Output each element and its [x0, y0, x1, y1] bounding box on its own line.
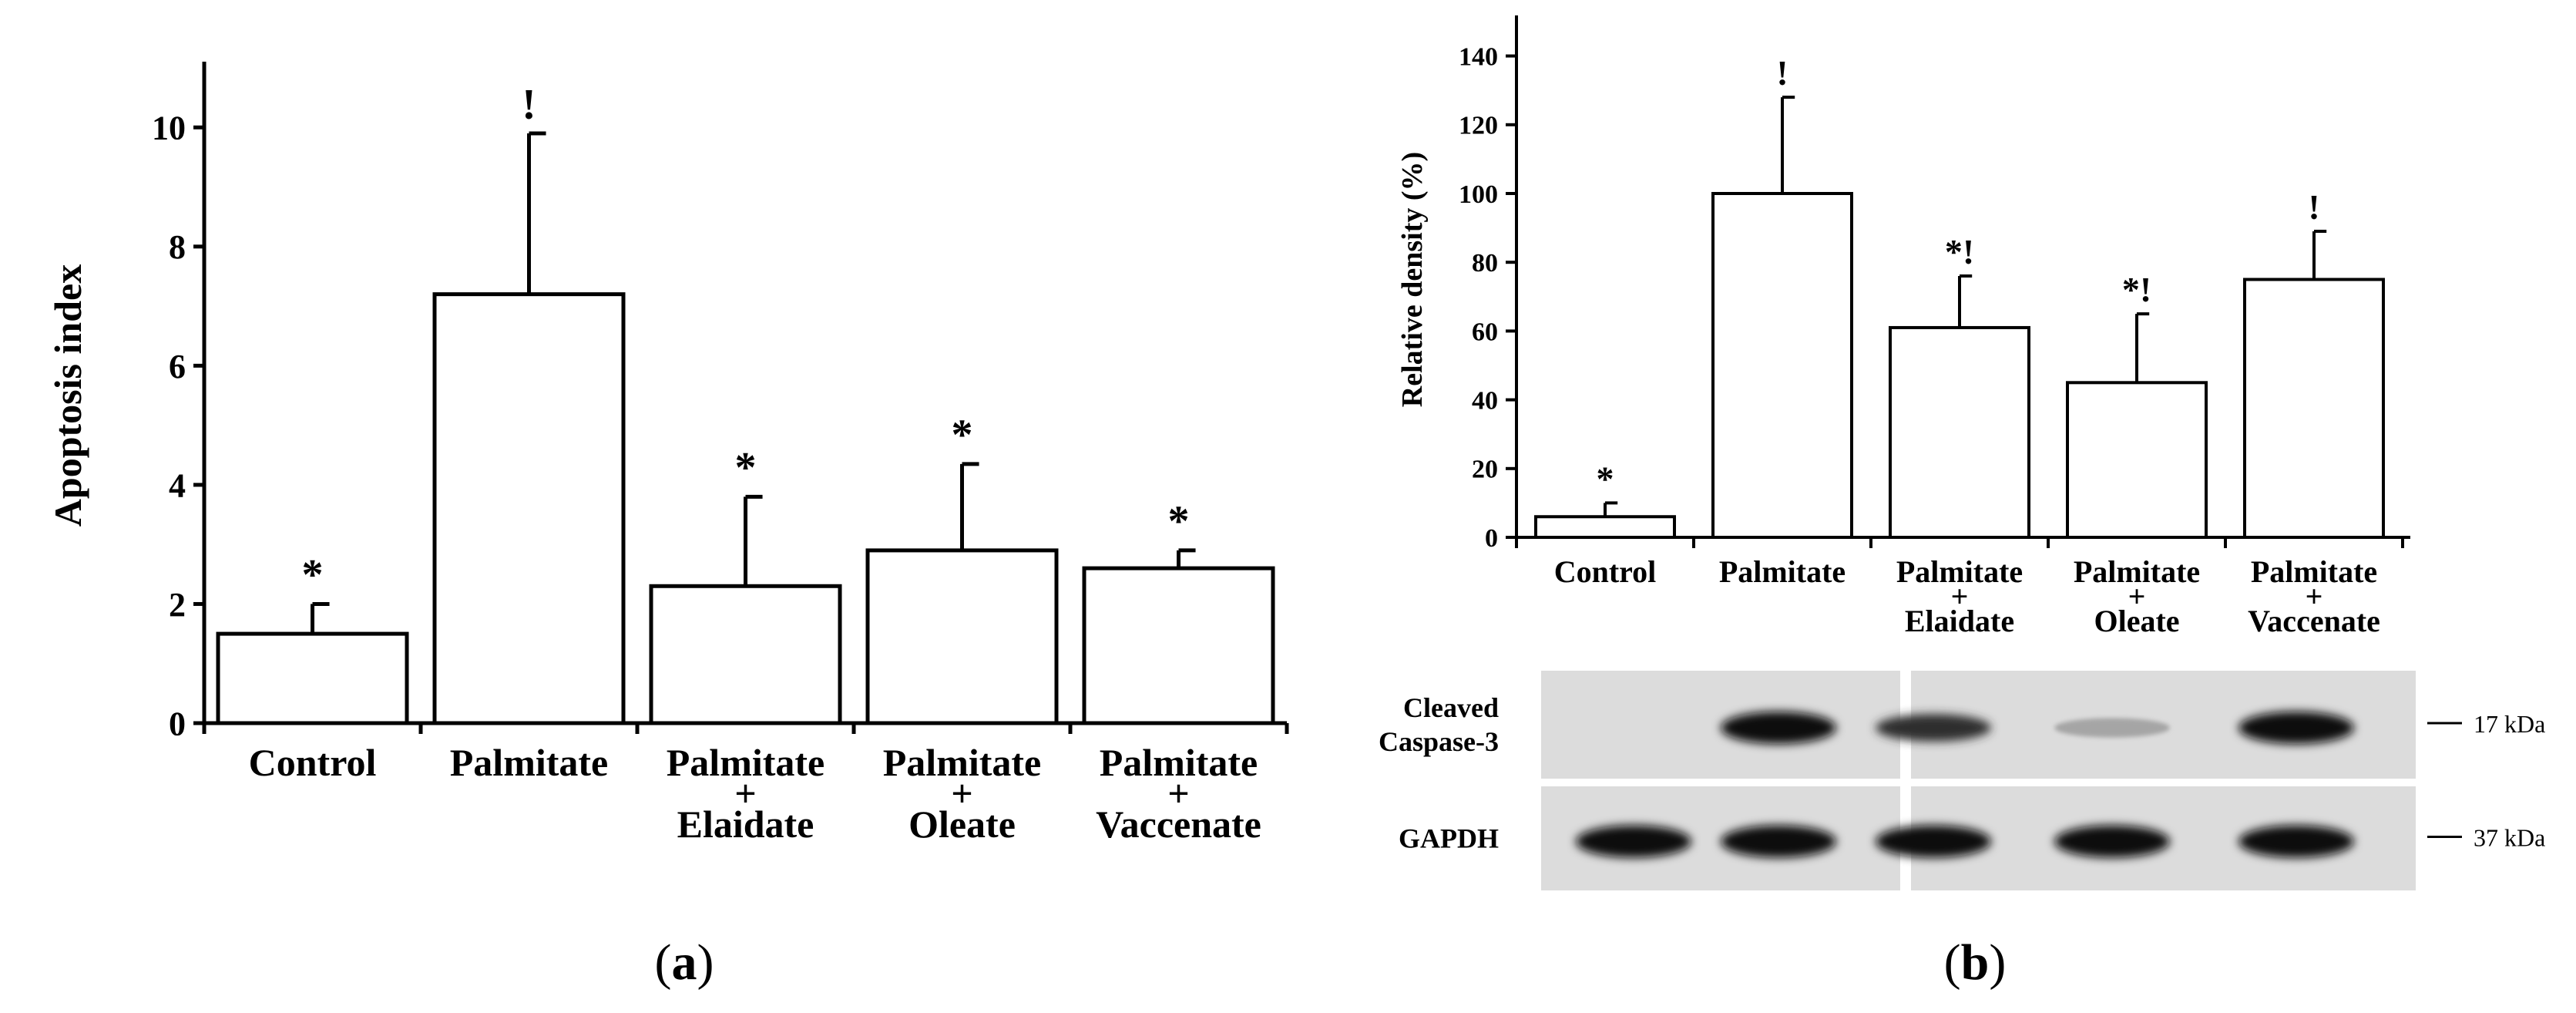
y-tick-label: 0 [169, 705, 186, 742]
y-tick-label: 80 [1472, 249, 1498, 278]
y-tick-label: 4 [169, 466, 186, 504]
chart-b-relative-density: 0 20 40 60 80 100 120 140 Relative density (%) * C… [1396, 15, 2410, 638]
y-tick-label: 8 [169, 228, 186, 266]
category-label: Palmitate [1719, 554, 1846, 589]
blot-row-label: GAPDH [1399, 823, 1499, 854]
category-label: + [2306, 579, 2323, 614]
bar [2066, 381, 2208, 539]
significance-marker: * [1597, 459, 1614, 498]
blot-band [2054, 825, 2170, 858]
chart-a-apoptosis-index: 0 2 4 6 8 10 Apoptosis index * Control! Palmitate… [46, 62, 1289, 846]
y-axis-title: Relative density (%) [1396, 152, 1429, 407]
y-tick-label: 40 [1472, 387, 1498, 416]
blot-band [1721, 825, 1836, 858]
category-label: Elaidate [1905, 604, 2014, 638]
y-tick-label: 140 [1459, 43, 1498, 72]
category-label: Palmitate [883, 741, 1041, 784]
y-tick-label: 60 [1472, 318, 1498, 346]
y-tick-label: 2 [169, 586, 186, 624]
panel-b-label: (b) [1944, 934, 2007, 991]
significance-marker: *! [2122, 270, 2151, 309]
significance-marker: ! [2308, 187, 2319, 227]
significance-marker: * [302, 551, 324, 599]
blot-band [1576, 825, 1691, 858]
significance-marker: *! [1945, 232, 1974, 271]
significance-marker: * [952, 411, 973, 459]
significance-marker: * [1168, 497, 1190, 545]
bar [216, 631, 409, 725]
bar [649, 584, 842, 725]
blot-band [2238, 712, 2354, 744]
blot-band [1876, 825, 1991, 858]
y-axis-title: Apoptosis index [46, 264, 89, 527]
category-label: + [2128, 579, 2146, 614]
blot-row-label: Cleaved [1403, 692, 1499, 723]
category-label: Oleate [2094, 604, 2179, 638]
blot-row-label: Caspase-3 [1379, 726, 1499, 757]
category-label: + [951, 772, 973, 815]
size-marker-label: 17 kDa [2474, 710, 2545, 738]
category-label: Palmitate [2074, 554, 2200, 589]
bar [1082, 566, 1275, 725]
bar [2243, 278, 2385, 539]
significance-marker: ! [1776, 53, 1788, 93]
category-label: Vaccenate [1096, 803, 1261, 846]
category-label: Palmitate [1896, 554, 2023, 589]
size-marker-label: 37 kDa [2474, 824, 2545, 852]
category-label: + [1167, 772, 1190, 815]
blot-band [1876, 714, 1991, 742]
y-tick-label: 6 [169, 348, 186, 385]
significance-marker: ! [522, 80, 536, 128]
category-label: Elaidate [677, 803, 814, 846]
blot-band [2238, 825, 2354, 858]
y-tick-label: 10 [152, 109, 186, 147]
bar [1534, 515, 1676, 539]
category-label: + [734, 772, 757, 815]
y-tick-label: 100 [1459, 180, 1498, 209]
bar [1889, 325, 2030, 539]
category-label: Vaccenate [2248, 604, 2380, 638]
blot-band [2054, 718, 2170, 738]
category-label: Palmitate [1100, 741, 1258, 784]
panel-a-label: (a) [655, 934, 714, 991]
y-tick-label: 120 [1459, 112, 1498, 140]
blot-band [1721, 712, 1836, 744]
category-label: Palmitate [667, 741, 825, 784]
category-label: Palmitate [450, 741, 608, 784]
bar [1711, 192, 1853, 539]
category-label: Oleate [908, 803, 1016, 846]
category-label: Palmitate [2251, 554, 2377, 589]
significance-marker: * [735, 444, 757, 492]
category-label: Control [249, 741, 377, 784]
category-label: + [1951, 579, 1969, 614]
y-tick-label: 20 [1472, 456, 1498, 484]
bar [865, 548, 1059, 725]
category-label: Control [1554, 554, 1657, 589]
y-tick-label: 0 [1485, 524, 1498, 553]
blot-panel-left [1541, 671, 1900, 779]
bar [432, 292, 626, 725]
